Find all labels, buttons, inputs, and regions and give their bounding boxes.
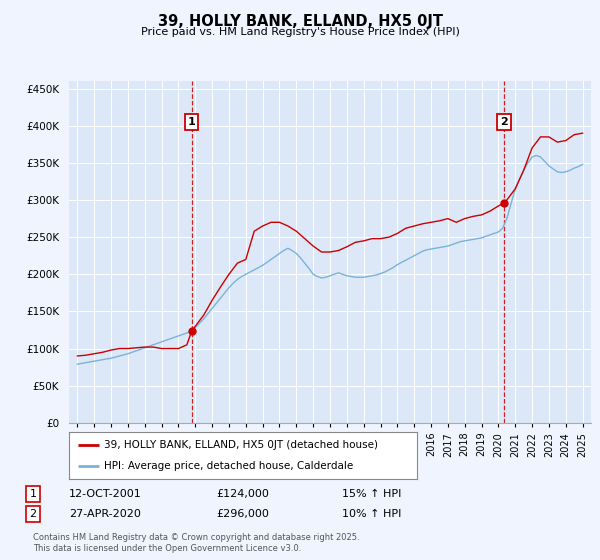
Text: 15% ↑ HPI: 15% ↑ HPI	[342, 489, 401, 499]
Text: Price paid vs. HM Land Registry's House Price Index (HPI): Price paid vs. HM Land Registry's House …	[140, 27, 460, 37]
Text: 39, HOLLY BANK, ELLAND, HX5 0JT (detached house): 39, HOLLY BANK, ELLAND, HX5 0JT (detache…	[104, 440, 378, 450]
Text: £296,000: £296,000	[216, 509, 269, 519]
Text: 27-APR-2020: 27-APR-2020	[69, 509, 141, 519]
Text: 2: 2	[29, 509, 37, 519]
Text: £124,000: £124,000	[216, 489, 269, 499]
Text: HPI: Average price, detached house, Calderdale: HPI: Average price, detached house, Cald…	[104, 461, 353, 472]
Text: 12-OCT-2001: 12-OCT-2001	[69, 489, 142, 499]
Text: Contains HM Land Registry data © Crown copyright and database right 2025.
This d: Contains HM Land Registry data © Crown c…	[33, 533, 359, 553]
Text: 1: 1	[29, 489, 37, 499]
Text: 2: 2	[500, 117, 508, 127]
Text: 1: 1	[188, 117, 196, 127]
Text: 39, HOLLY BANK, ELLAND, HX5 0JT: 39, HOLLY BANK, ELLAND, HX5 0JT	[157, 14, 443, 29]
Text: 10% ↑ HPI: 10% ↑ HPI	[342, 509, 401, 519]
